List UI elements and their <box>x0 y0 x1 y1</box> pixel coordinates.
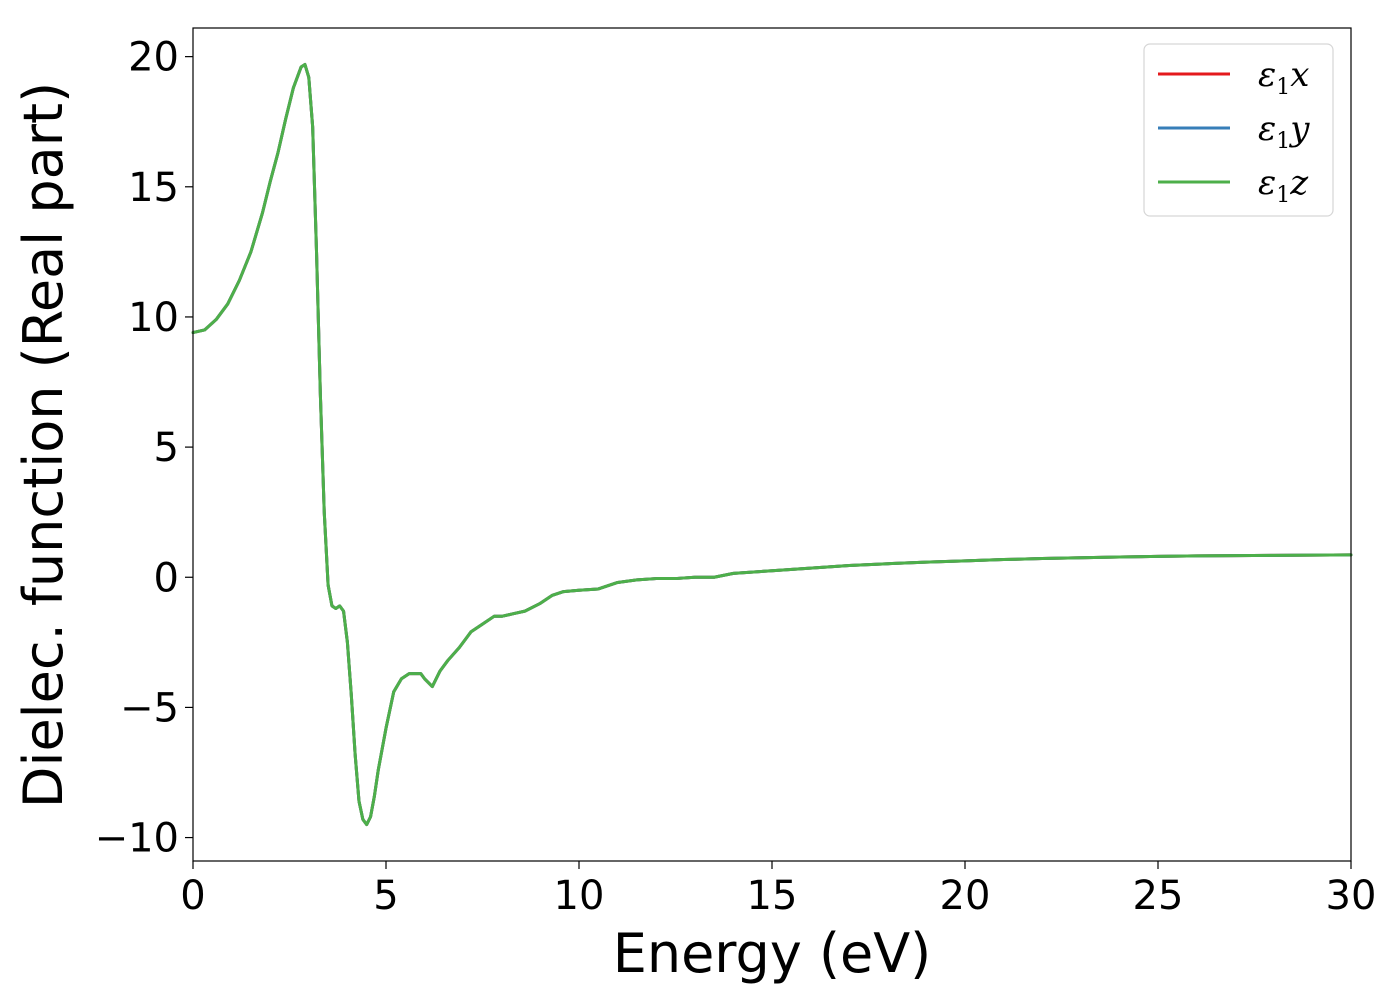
x-tick-label: 25 <box>1133 873 1184 919</box>
legend-label: ε1x <box>1258 55 1309 100</box>
x-tick-label: 0 <box>180 873 205 919</box>
series-line-ε₁z <box>191 62 1353 827</box>
x-tick-label: 10 <box>554 873 605 919</box>
x-axis: 0 5 10 15 20 25 30 <box>180 861 1376 919</box>
x-tick-label: 5 <box>373 873 398 919</box>
y-tick-label: 0 <box>154 555 179 601</box>
legend: ε1x ε1y ε1z <box>1143 43 1334 217</box>
legend-box <box>1143 43 1334 217</box>
legend-label: ε1z <box>1258 163 1309 208</box>
y-tick-label: 15 <box>128 165 179 211</box>
y-tick-label: 20 <box>128 35 179 81</box>
x-tick-label: 20 <box>940 873 991 919</box>
legend-label: ε1y <box>1258 109 1310 154</box>
x-axis-title: Energy (eV) <box>613 922 932 985</box>
y-tick-label: 10 <box>128 295 179 341</box>
x-tick-label: 15 <box>747 873 798 919</box>
series-lines <box>191 62 1353 827</box>
y-axis: −10 −5 0 5 10 15 20 <box>95 35 193 862</box>
x-tick-label: 30 <box>1326 873 1377 919</box>
y-tick-label: 5 <box>154 425 179 471</box>
y-tick-label: −10 <box>95 816 179 862</box>
y-tick-label: −5 <box>120 685 179 731</box>
y-axis-title: Dielec. function (Real part) <box>12 82 75 808</box>
